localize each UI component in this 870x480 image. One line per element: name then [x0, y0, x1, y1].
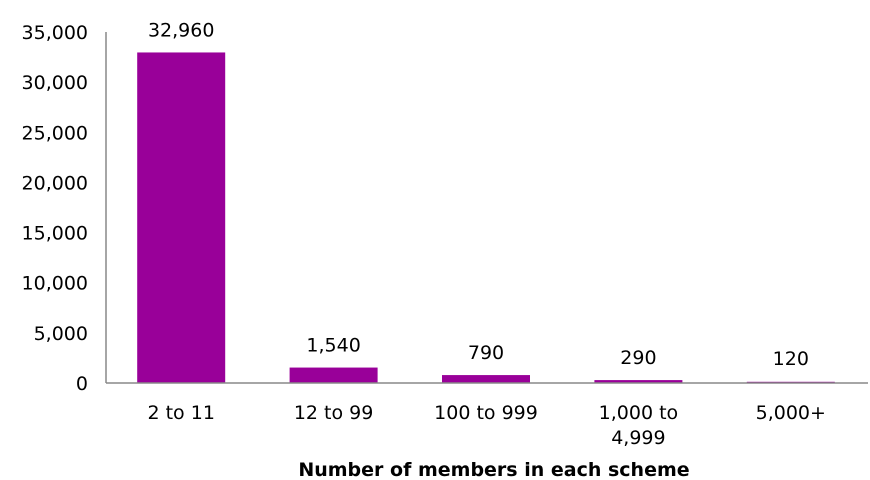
- x-category-label: 1,000 to: [599, 402, 679, 424]
- x-axis-title: Number of members in each scheme: [298, 459, 689, 480]
- bar-value-label: 120: [773, 348, 809, 370]
- bar-value-label: 1,540: [306, 335, 360, 357]
- x-category-label: 4,999: [611, 427, 665, 449]
- x-category-label: 5,000+: [756, 402, 826, 424]
- bar-value-label: 790: [468, 342, 504, 364]
- bar: [137, 52, 225, 383]
- y-axis-ticks: 0 5,000 10,000 15,000 20,000 25,000 30,000 35,0…: [22, 22, 88, 395]
- bar: [442, 375, 530, 383]
- bar: [290, 368, 378, 383]
- bar-value-label: 32,960: [148, 19, 214, 41]
- y-tick-label: 25,000: [22, 122, 88, 144]
- x-category-label: 12 to 99: [294, 402, 374, 424]
- y-tick-label: 10,000: [22, 273, 88, 295]
- bars: [137, 52, 835, 383]
- bar-value-label: 290: [620, 347, 656, 369]
- x-category-label: 100 to 999: [434, 402, 538, 424]
- data-labels: 32,960 1,540 790 290 120: [148, 19, 809, 370]
- y-tick-label: 30,000: [22, 72, 88, 94]
- y-tick-label: 15,000: [22, 223, 88, 245]
- y-tick-label: 20,000: [22, 172, 88, 194]
- x-axis-categories: 2 to 11 12 to 99 100 to 999 1,000 to 4,999 5,…: [147, 402, 825, 449]
- y-tick-label: 0: [76, 373, 88, 395]
- y-tick-label: 35,000: [22, 22, 88, 44]
- y-tick-label: 5,000: [34, 323, 88, 345]
- x-category-label: 2 to 11: [147, 402, 214, 424]
